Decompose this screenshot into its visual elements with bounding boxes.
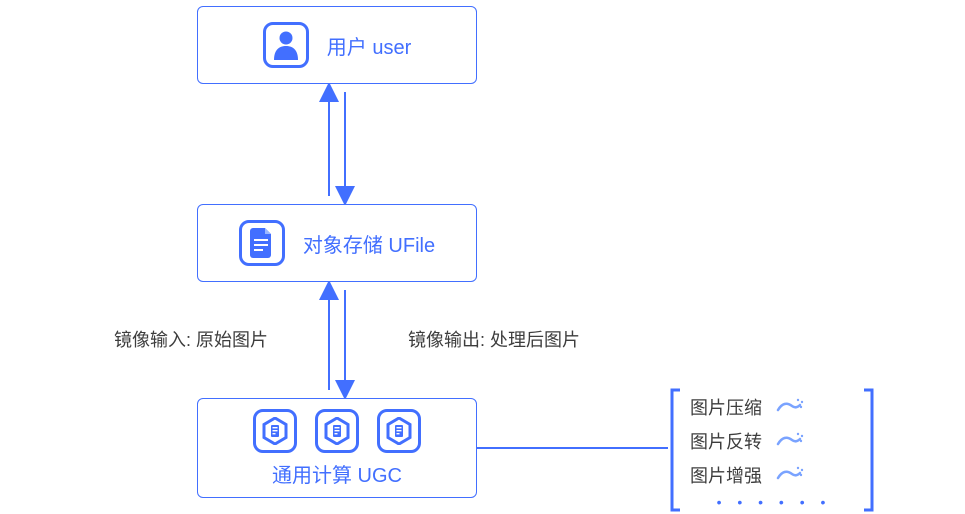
- ugc-icon-row: [253, 409, 421, 453]
- edge-label-output: 镜像输出: 处理后图片: [408, 326, 580, 352]
- connector-ugc-sidebox: [477, 440, 668, 456]
- arrow-ufile-ugc: [317, 282, 357, 398]
- node-ufile-label: 对象存储 UFile: [303, 229, 435, 258]
- sidebox-item: 图片压缩: [690, 394, 858, 420]
- spray-icon: [776, 430, 804, 453]
- arrow-user-ufile: [317, 84, 357, 204]
- hex-doc-icon: [377, 409, 421, 453]
- doc-icon: [239, 220, 285, 266]
- person-icon: [263, 22, 309, 68]
- node-user-label: 用户 user: [327, 31, 411, 60]
- edge-label-input: 镜像输入: 原始图片: [114, 326, 268, 352]
- node-ufile: 对象存储 UFile: [197, 204, 477, 282]
- bracket-right-icon: [862, 388, 876, 512]
- bracket-left-icon: [668, 388, 682, 512]
- spray-icon: [776, 464, 804, 487]
- sidebox-item: 图片增强: [690, 462, 858, 488]
- sidebox-item-label: 图片增强: [690, 462, 762, 488]
- spray-icon: [776, 396, 804, 419]
- sidebox-item-label: 图片反转: [690, 428, 762, 454]
- sidebox-item-label: 图片压缩: [690, 394, 762, 420]
- sidebox-item: 图片反转: [690, 428, 858, 454]
- sidebox-more: • • • • • •: [690, 494, 858, 510]
- node-user: 用户 user: [197, 6, 477, 84]
- sidebox: 图片压缩 图片反转 图片增强: [690, 390, 858, 510]
- node-ugc-label: 通用计算 UGC: [272, 459, 402, 488]
- node-ugc: 通用计算 UGC: [197, 398, 477, 498]
- hex-doc-icon: [253, 409, 297, 453]
- hex-doc-icon: [315, 409, 359, 453]
